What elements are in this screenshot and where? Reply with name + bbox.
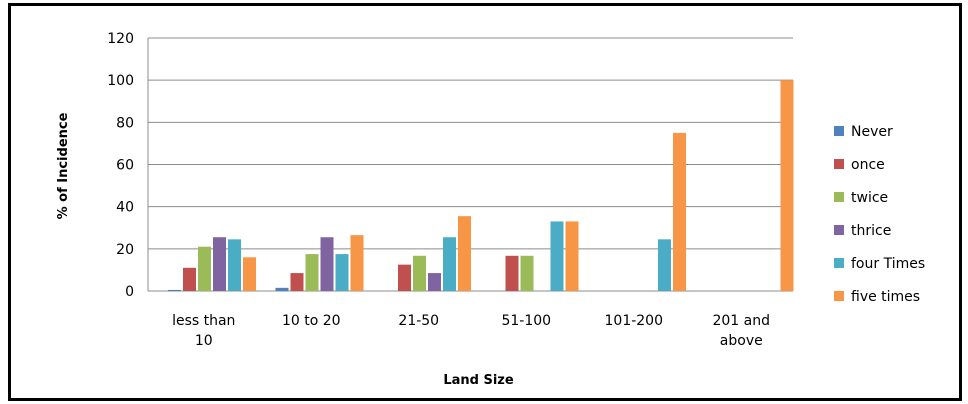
x-category-label: 21-50 [398,313,439,329]
bar [335,254,349,291]
bar [520,255,534,291]
legend: Never once twice thrice four Times five times [834,124,925,305]
legend-label: Never [851,124,893,140]
x-category-label: above [720,333,763,349]
x-category-label: 101-200 [605,313,664,329]
bar [458,216,471,291]
y-tick-label: 80 [116,115,134,131]
bar [183,267,196,291]
bar [350,235,364,291]
bar [228,239,241,291]
x-category-label: 10 [195,333,213,349]
bar [443,237,456,291]
y-tick-label: 20 [116,242,134,258]
legend-label: four Times [851,256,925,272]
bar-chart: 0 20 40 60 80 100 120 less than 10 10 to 20 21-50… [56,31,925,388]
bar [275,287,289,291]
bar [550,221,564,291]
chart-frame: 0 20 40 60 80 100 120 less than 10 10 to 20 21-50… [8,3,962,401]
bar [658,239,671,291]
bar [243,257,256,291]
x-category-label: 201 and [712,313,770,329]
legend-swatch [834,258,844,268]
x-category-label: less than [172,313,235,329]
legend-swatch [834,159,844,169]
bar [198,246,211,291]
bar [213,237,226,291]
bar [168,289,181,291]
bar [428,273,441,291]
bar [290,273,304,291]
bar [413,255,426,291]
x-axis-categories: less than 10 10 to 20 21-50 51-100 101-200 201… [172,313,770,349]
bar [398,264,411,291]
y-tick-label: 120 [107,31,134,47]
legend-label: twice [851,190,888,206]
y-tick-label: 100 [107,73,134,89]
bar [673,132,686,291]
bar [505,255,519,291]
y-tick-label: 0 [125,284,134,300]
legend-label: once [851,157,885,173]
legend-label: five times [851,289,920,305]
x-axis-title: Land Size [443,373,514,388]
legend-swatch [834,126,844,136]
legend-swatch [834,225,844,235]
bars [168,80,794,292]
y-tick-label: 60 [116,158,134,174]
y-axis-ticks: 0 20 40 60 80 100 120 [107,31,134,300]
legend-swatch [834,291,844,301]
x-category-label: 10 to 20 [282,313,341,329]
legend-swatch [834,192,844,202]
bar [565,221,579,291]
bar [780,80,794,292]
legend-label: thrice [851,223,891,239]
bar [320,237,334,291]
bar [305,254,319,291]
gridlines [147,37,793,292]
y-tick-label: 40 [116,200,134,216]
y-axis-title: % of Incidence [56,112,71,219]
x-category-label: 51-100 [501,313,551,329]
